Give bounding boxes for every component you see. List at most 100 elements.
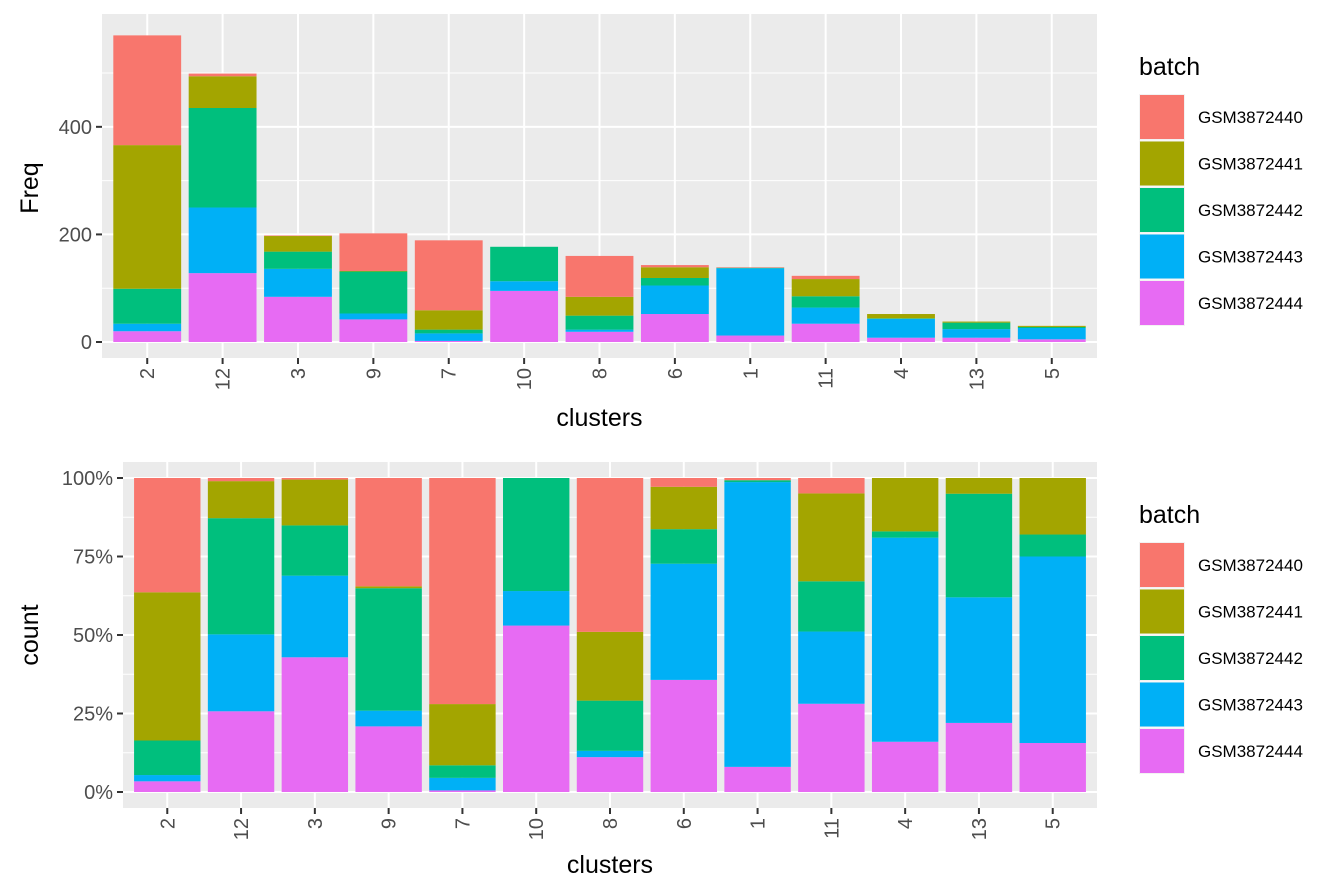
legend-title: batch	[1139, 501, 1200, 529]
bar-segment-8-GSM3872440	[576, 478, 644, 632]
bar-segment-9-GSM3872442	[339, 271, 408, 314]
legend-label: GSM3872443	[1198, 696, 1303, 715]
bar-segment-2-GSM3872443	[134, 775, 201, 782]
x-tick-label: 12	[231, 818, 253, 840]
bar-segment-6-GSM3872442	[650, 529, 717, 564]
legend-label: GSM3872443	[1198, 248, 1303, 267]
bar-segment-4-GSM3872442	[871, 531, 939, 538]
bar-segment-2-GSM3872442	[134, 740, 201, 776]
bar-segment-13-GSM3872441	[942, 321, 1011, 323]
bar-segment-9-GSM3872440	[339, 233, 408, 271]
x-tick-label: 9	[379, 818, 401, 829]
legend-key-GSM3872442	[1140, 636, 1184, 680]
x-tick-label: 2	[157, 818, 179, 829]
bar-segment-7-GSM3872443	[429, 777, 496, 791]
legend-key-GSM3872442	[1140, 188, 1184, 232]
bar-segment-13-GSM3872443	[945, 597, 1013, 723]
bar-segment-3-GSM3872444	[281, 657, 349, 792]
x-tick-label: 10	[526, 818, 548, 840]
bar-segment-11-GSM3872440	[791, 275, 860, 280]
legend-label: GSM3872442	[1198, 649, 1303, 668]
y-axis-title: count	[16, 604, 44, 665]
bar-segment-13-GSM3872441	[945, 478, 1013, 494]
y-tick-label: 0	[81, 332, 92, 354]
bar-segment-12-GSM3872441	[207, 481, 275, 519]
bar-segment-12-GSM3872444	[188, 273, 257, 342]
bar-segment-4-GSM3872444	[871, 741, 939, 792]
legend-key-GSM3872441	[1140, 141, 1184, 186]
bar-segment-1-GSM3872442	[724, 480, 791, 483]
bar-segment-10-GSM3872442	[503, 478, 570, 592]
bar-segment-2-GSM3872441	[134, 592, 201, 741]
bar-segment-10-GSM3872442	[490, 246, 559, 282]
bar-segment-6-GSM3872443	[650, 563, 717, 680]
bar-segment-3-GSM3872444	[264, 296, 332, 342]
legend-key-GSM3872443	[1140, 234, 1184, 279]
bar-segment-6-GSM3872443	[640, 285, 709, 315]
bar-segment-10-GSM3872444	[490, 290, 559, 342]
legend-label: GSM3872441	[1198, 155, 1303, 174]
bar-segment-9-GSM3872442	[355, 588, 422, 711]
x-tick-label: 6	[674, 818, 696, 829]
bar-segment-5-GSM3872442	[1019, 534, 1086, 557]
bar-segment-7-GSM3872441	[414, 310, 483, 330]
bar-segment-7-GSM3872442	[414, 329, 483, 334]
x-tick-label: 13	[969, 818, 991, 840]
bar-segment-7-GSM3872441	[429, 704, 496, 766]
bar-segment-4-GSM3872444	[867, 337, 935, 342]
bar-segment-9-GSM3872440	[355, 478, 422, 587]
bar-segment-11-GSM3872444	[791, 323, 860, 342]
bar-segment-11-GSM3872441	[791, 279, 860, 297]
bar-segment-11-GSM3872443	[791, 307, 860, 324]
x-tick-label: 6	[665, 368, 687, 379]
x-tick-label: 3	[288, 368, 310, 379]
legend: batch GSM3872440 GSM3872441 GSM3872442 GSM38…	[1139, 53, 1303, 326]
bar-segment-1-GSM3872444	[724, 766, 791, 792]
legend: batch GSM3872440 GSM3872441 GSM3872442 GSM38…	[1139, 501, 1303, 774]
bar-segment-5-GSM3872443	[1017, 328, 1086, 340]
x-tick-label: 11	[821, 818, 843, 839]
proportion-chart: 0%25%50%75%100%2 12 3 9 7 10 8 6 1 11 4 13 5clusters…	[16, 462, 1303, 879]
bar-segment-5-GSM3872443	[1019, 556, 1086, 744]
bar-segment-13-GSM3872442	[942, 322, 1011, 330]
bar-segment-12-GSM3872442	[188, 108, 257, 208]
bar-segment-3-GSM3872443	[281, 575, 349, 658]
bar-segment-2-GSM3872440	[113, 35, 182, 146]
bar-segment-13-GSM3872444	[942, 337, 1011, 342]
bar-segment-8-GSM3872441	[565, 296, 634, 316]
bar-segment-8-GSM3872443	[565, 329, 634, 332]
bar-segment-1-GSM3872440	[716, 267, 785, 268]
legend-label: GSM3872442	[1198, 201, 1303, 220]
bar-segment-12-GSM3872440	[207, 478, 275, 482]
x-tick-label: 1	[740, 368, 762, 379]
bar-segment-1-GSM3872443	[716, 268, 785, 336]
bar-segment-3-GSM3872443	[264, 268, 332, 297]
bar-segment-5-GSM3872444	[1019, 743, 1086, 792]
y-tick-label: 200	[59, 224, 92, 246]
y-tick-label: 25%	[73, 704, 113, 726]
bar-segment-11-GSM3872440	[798, 478, 865, 494]
bar-segment-9-GSM3872441	[355, 586, 422, 589]
bar-segment-3-GSM3872440	[281, 478, 349, 480]
bar-segment-3-GSM3872441	[281, 479, 349, 526]
bar-segment-12-GSM3872442	[207, 518, 275, 635]
bar-segment-5-GSM3872441	[1017, 325, 1086, 327]
x-axis-title: clusters	[556, 404, 642, 432]
bar-segment-11-GSM3872442	[798, 581, 865, 632]
y-tick-label: 0%	[84, 782, 113, 804]
bar-segment-1-GSM3872442	[716, 267, 785, 269]
x-tick-label: 8	[590, 368, 612, 379]
legend-key-GSM3872444	[1140, 281, 1184, 325]
x-tick-label: 11	[816, 368, 838, 389]
bar-segment-13-GSM3872442	[945, 493, 1013, 598]
bar-segment-7-GSM3872440	[414, 240, 483, 311]
legend-title: batch	[1139, 53, 1200, 81]
bar-segment-5-GSM3872444	[1017, 339, 1086, 342]
legend-label: GSM3872444	[1198, 294, 1303, 313]
bar-segment-7-GSM3872444	[414, 340, 483, 342]
bar-segment-4-GSM3872443	[871, 537, 939, 742]
bar-segment-9-GSM3872443	[355, 710, 422, 727]
legend-label: GSM3872444	[1198, 742, 1303, 761]
bar-segment-1-GSM3872440	[724, 478, 791, 481]
